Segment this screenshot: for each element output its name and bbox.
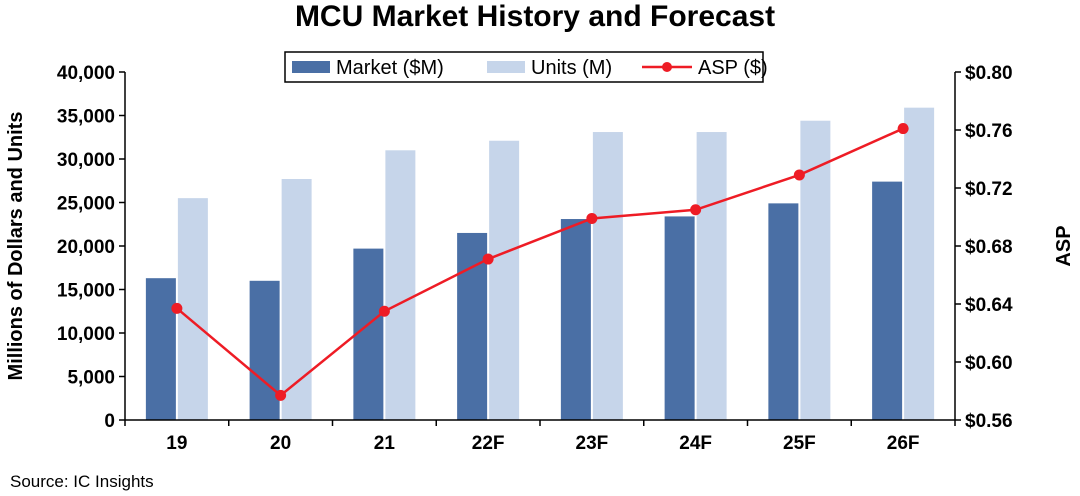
bar-market-24F: [664, 216, 695, 420]
bar-units-19: [177, 198, 208, 420]
asp-point-25F: [793, 169, 805, 181]
asp-point-24F: [690, 204, 702, 216]
x-tick-label: 22F: [472, 433, 505, 454]
y2-axis-label: ASP: [1053, 225, 1075, 266]
x-tick-label: 20: [270, 433, 291, 454]
bars-layer: [145, 107, 935, 421]
y-tick-label: 40,000: [57, 63, 115, 84]
asp-line-layer: [171, 123, 909, 401]
y2-tick-label: $0.68: [965, 237, 1013, 258]
y2-tick-label: $0.64: [965, 295, 1013, 316]
legend-swatch-units: [487, 61, 525, 73]
x-tick-label: 21: [374, 433, 396, 454]
asp-point-19: [171, 302, 183, 314]
y-tick-label: 25,000: [57, 194, 115, 215]
asp-point-20: [275, 389, 287, 401]
bar-market-23F: [560, 219, 591, 420]
asp-point-22F: [482, 253, 494, 265]
bar-market-25F: [768, 203, 799, 420]
y-tick-label: 5,000: [67, 368, 115, 389]
legend-label-asp: ASP ($): [698, 57, 768, 79]
source-note: Source: IC Insights: [10, 472, 154, 491]
legend: Market ($M) Units (M) ASP ($): [284, 51, 768, 83]
legend-swatch-market: [292, 61, 330, 73]
x-tick-label: 23F: [576, 433, 609, 454]
bar-units-23F: [592, 132, 623, 420]
y-axis-label: Millions of Dollars and Units: [5, 112, 27, 381]
bar-market-22F: [457, 232, 488, 420]
bar-units-22F: [489, 140, 520, 421]
x-tick-label: 26F: [887, 433, 920, 454]
x-tick-label: 24F: [679, 433, 712, 454]
y-tick-label: 10,000: [57, 324, 115, 345]
y-tick-label: 20,000: [57, 237, 115, 258]
bar-market-20: [249, 280, 280, 420]
chart-title: MCU Market History and Forecast: [295, 0, 775, 33]
asp-line: [176, 127, 904, 397]
bar-units-20: [281, 179, 312, 420]
y-tick-label: 35,000: [57, 107, 115, 128]
y2-tick-label: $0.56: [965, 411, 1013, 432]
y2-tick-label: $0.80: [965, 63, 1013, 84]
y2-tick-label: $0.72: [965, 179, 1013, 200]
y2-tick-label: $0.60: [965, 353, 1013, 374]
bar-market-26F: [872, 181, 903, 420]
y2-tick-label: $0.76: [965, 121, 1013, 142]
bar-market-19: [145, 278, 176, 420]
axes-layer: 0 5,000 10,000 15,000 20,000 25,000 30,000 35,0…: [57, 63, 1013, 454]
y-tick-label: 30,000: [57, 150, 115, 171]
legend-swatch-asp-marker: [662, 62, 672, 72]
bar-market-21: [353, 248, 384, 420]
bar-units-26F: [904, 107, 935, 421]
x-tick-label: 19: [166, 433, 187, 454]
legend-label-market: Market ($M): [336, 57, 444, 79]
x-tick-label: 25F: [783, 433, 816, 454]
bar-units-21: [385, 150, 416, 421]
y-tick-label: 15,000: [57, 281, 115, 302]
asp-point-26F: [897, 123, 909, 135]
asp-point-23F: [586, 212, 598, 224]
bar-units-25F: [800, 120, 831, 420]
y-tick-label: 0: [104, 411, 115, 432]
asp-point-21: [378, 305, 390, 317]
legend-label-units: Units (M): [531, 57, 612, 79]
bar-units-24F: [696, 132, 727, 420]
